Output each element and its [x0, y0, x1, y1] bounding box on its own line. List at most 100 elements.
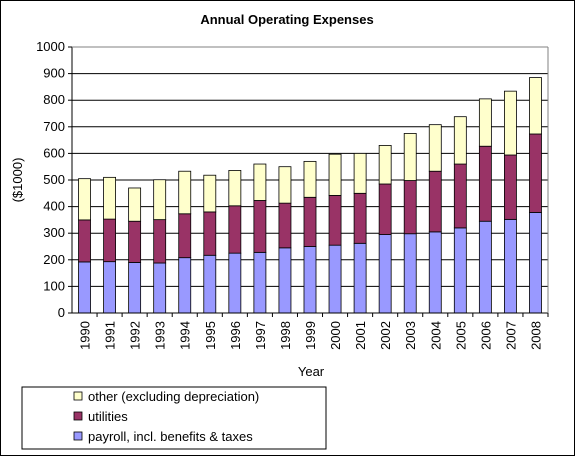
bar-segment [103, 261, 116, 314]
x-tick-label: 2004 [428, 321, 443, 350]
y-tick-label: 0 [58, 305, 65, 320]
x-tick-label: 2007 [503, 321, 518, 350]
x-tick-label: 2003 [403, 321, 418, 350]
bar-segment [128, 262, 142, 314]
bar-segment [153, 179, 167, 221]
legend-swatch [73, 391, 83, 401]
bar-segment [228, 205, 242, 254]
bar-segment [504, 154, 517, 220]
y-tick-label: 900 [43, 66, 65, 81]
bar-segment [128, 220, 142, 263]
y-tick-label: 400 [43, 199, 65, 214]
bar-segment [278, 202, 292, 249]
bar-segment [228, 170, 242, 207]
bar-segment [153, 262, 167, 314]
bar-segment [403, 133, 417, 181]
bar-segment [529, 77, 542, 135]
legend-label: utilities [88, 409, 128, 424]
bar-segment [504, 90, 517, 156]
bar-segment [278, 166, 292, 204]
bar-segment [428, 124, 442, 172]
chart-title: Annual Operating Expenses [200, 12, 373, 27]
plot-area: 0 100 200 300 400 500 600 700 800 900 1000 1990 1991… [36, 39, 549, 350]
x-tick-label: 1998 [278, 321, 293, 350]
bar-segment [78, 178, 91, 221]
bar-segment [303, 160, 317, 198]
bar-segment [178, 257, 192, 314]
y-tick-label: 500 [43, 172, 65, 187]
x-tick-label: 1991 [103, 321, 118, 350]
y-tick-label: 700 [43, 119, 65, 134]
legend: other (excluding depreciation) utilities p… [21, 386, 327, 450]
bar-segment [278, 247, 292, 314]
bar-segment [178, 170, 192, 215]
bar-segment [353, 192, 367, 244]
bar-segment [504, 218, 517, 314]
bar-segment [103, 176, 116, 220]
bar-segment [353, 242, 367, 314]
x-tick-label: 1999 [303, 321, 318, 350]
legend-box [21, 386, 327, 450]
bar-segment [529, 212, 542, 314]
legend-label: payroll, incl. benefits & taxes [88, 429, 253, 444]
bar-segment [78, 219, 91, 263]
bar-segment [228, 252, 242, 314]
bar-segment [428, 231, 442, 314]
bar-segment [128, 187, 142, 222]
bar-segment [328, 195, 342, 246]
x-tick-label: 1993 [153, 321, 168, 350]
bar-segment [453, 116, 467, 165]
bar-segment [478, 98, 492, 147]
x-tick-label: 1995 [203, 321, 218, 350]
bar-segment [328, 244, 342, 314]
y-tick-label: 100 [43, 278, 65, 293]
bar-segment [153, 219, 167, 264]
x-tick-label: 1992 [128, 321, 143, 350]
bar-segment [253, 251, 267, 314]
y-tick-label: 200 [43, 252, 65, 267]
legend-swatch [73, 431, 83, 441]
bar-segment [203, 211, 217, 256]
bar-segment [328, 153, 342, 196]
bar-segment [453, 227, 467, 314]
bar-segment [203, 174, 217, 213]
x-tick-label: 2005 [453, 321, 468, 350]
bar-segment [403, 233, 417, 314]
x-tick-label: 2006 [478, 321, 493, 350]
x-tick-label: 2008 [528, 321, 543, 350]
legend-label: other (excluding depreciation) [88, 389, 259, 404]
bar-segment [378, 234, 392, 314]
y-tick-label: 300 [43, 225, 65, 240]
bar-segment [403, 180, 417, 235]
x-tick-label: 1994 [178, 321, 193, 350]
bar-segment [178, 213, 192, 259]
bar-segment [253, 200, 267, 253]
x-tick-label: 1996 [228, 321, 243, 350]
x-tick-label: 2000 [328, 321, 343, 350]
bar-segment [478, 220, 492, 314]
bar-segment [103, 218, 116, 263]
bar-segment [353, 152, 367, 194]
x-tick-label: 2002 [378, 321, 393, 350]
bar-segment [303, 196, 317, 247]
bar-segment [529, 133, 542, 213]
x-tick-label: 1997 [253, 321, 268, 350]
y-tick-label: 1000 [36, 39, 65, 54]
bar-segment [478, 145, 492, 222]
bar-segment [428, 170, 442, 233]
bar-segment [203, 254, 217, 314]
y-tick-label: 600 [43, 145, 65, 160]
x-tick-label: 1990 [78, 321, 93, 350]
bar-segment [453, 163, 467, 229]
x-axis-label: Year [298, 364, 325, 379]
x-tick-label: 2001 [353, 321, 368, 350]
bar-segment [378, 183, 392, 235]
bar-segment [303, 246, 317, 314]
bar-segment [78, 261, 91, 314]
bar-segment [378, 145, 392, 185]
y-axis-label: ($1000) [10, 158, 25, 203]
legend-swatch [73, 411, 83, 421]
bar-segment [253, 163, 267, 201]
